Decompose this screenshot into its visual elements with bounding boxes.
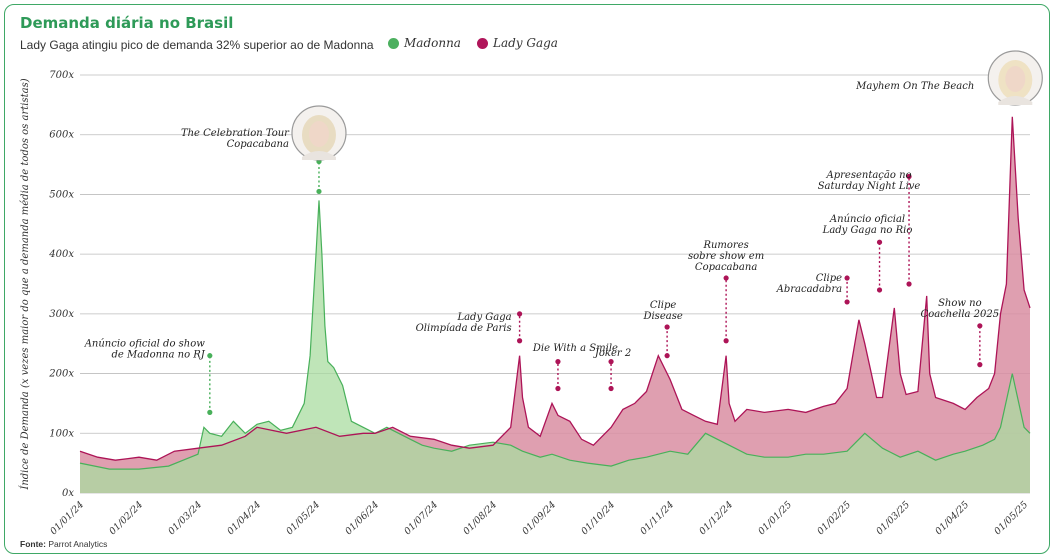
lady-gaga-avatar-icon-shoulders (998, 96, 1033, 105)
legend-item-lady-gaga: Lady Gaga (476, 36, 558, 50)
annotation-label: Apresentação no (826, 170, 912, 181)
x-tick-label: 01/08/24 (461, 499, 499, 537)
x-tick-label: 01/06/24 (343, 499, 381, 537)
source-label: Fonte: (20, 539, 46, 549)
annotation-label: Clipe (816, 273, 842, 284)
x-tick-label: 01/04/25 (933, 499, 971, 537)
annotation-dot (906, 281, 912, 287)
chart-title: Demanda diária no Brasil (20, 14, 234, 32)
annotation-dot (516, 311, 523, 317)
annotation-label: Copacabana (227, 139, 289, 150)
annotation-label: Coachella 2025 (921, 309, 1000, 320)
y-tick-label: 700x (49, 70, 74, 81)
y-tick-label: 300x (49, 309, 74, 320)
annotation-dot (723, 275, 729, 281)
annotation-label: The Celebration Tour (181, 128, 290, 139)
x-tick-label: 01/01/24 (48, 499, 86, 537)
annotation-dot (207, 353, 213, 359)
madonna-avatar-icon (291, 105, 347, 161)
x-tick-label: 01/02/24 (107, 499, 145, 537)
x-tick-label: 01/07/24 (402, 499, 440, 537)
annotation-label: Copacabana (695, 262, 757, 273)
annotation-dot (977, 362, 983, 368)
x-tick-label: 01/02/25 (815, 499, 853, 537)
madonna-avatar-icon-shoulders (301, 151, 336, 160)
annotation-dot (516, 338, 523, 344)
annotation-label: Mayhem On The Beach (855, 81, 974, 92)
x-tick-label: 01/04/24 (225, 499, 263, 537)
legend-swatch-madonna (388, 37, 399, 49)
annotation-label: Abracadabra (776, 284, 842, 295)
annotation-dot (555, 385, 561, 392)
lady-gaga-line (79, 116, 1031, 461)
lady-gaga-avatar-icon-face (1005, 66, 1026, 92)
x-tick-label: 01/09/24 (520, 499, 558, 537)
source-note: Fonte: Parrot Analytics (20, 539, 107, 549)
x-tick-label: 01/01/25 (756, 499, 794, 537)
chart-frame (4, 4, 1050, 554)
y-tick-label: 0x (62, 488, 74, 499)
annotation-dot (723, 338, 729, 344)
madonna-area (80, 200, 1030, 493)
x-tick-label: 01/03/25 (874, 499, 912, 537)
annotation-label: Show no (938, 298, 982, 309)
annotation-label: Die With a Smile (532, 343, 618, 354)
x-tick-label: 01/11/24 (638, 499, 676, 537)
annotation-dot (664, 324, 670, 330)
chart-subtitle: Lady Gaga atingiu pico de demanda 32% su… (20, 38, 374, 52)
annotation-dot (876, 239, 883, 245)
x-tick-label: 01/10/24 (579, 499, 617, 537)
annotation-label: Lady Gaga no Rio (822, 225, 913, 236)
y-axis-label: Índice de Demanda (x vezes maior do que … (19, 78, 31, 490)
annotation-dot (555, 359, 561, 365)
annotation-dot (316, 188, 322, 195)
annotation-label: Anúncio oficial do show (84, 339, 206, 350)
legend-swatch-lady-gaga (476, 37, 488, 49)
lady-gaga-avatar-icon (987, 50, 1043, 106)
x-tick-label: 01/05/24 (284, 499, 322, 537)
legend-item-madonna: Madonna (388, 36, 461, 50)
annotation-label: Saturday Night Live (818, 181, 921, 192)
annotation-dot (844, 275, 850, 281)
annotation-dot (207, 409, 213, 415)
annotation-label: Lady Gaga (456, 312, 511, 323)
madonna-line (79, 200, 1031, 470)
source-value: Parrot Analytics (48, 539, 108, 549)
y-tick-label: 500x (49, 189, 74, 200)
legend: Madonna Lady Gaga (388, 36, 558, 50)
annotation-label: Clipe (650, 300, 676, 311)
madonna-avatar-icon-face (308, 121, 329, 147)
annotation-dot (664, 353, 670, 359)
y-tick-label: 200x (48, 369, 74, 380)
legend-label-madonna: Madonna (404, 36, 461, 50)
annotation-label: Rumores (702, 240, 748, 251)
annotation-label: sobre show em (688, 251, 764, 262)
annotation-dot (876, 287, 883, 293)
legend-label-lady-gaga: Lady Gaga (492, 36, 558, 50)
x-tick-label: 01/03/24 (166, 499, 204, 537)
y-tick-label: 600x (49, 130, 74, 141)
x-tick-label: 01/12/24 (697, 499, 735, 537)
y-tick-label: 400x (48, 249, 74, 260)
x-tick-label: 01/05/25 (992, 499, 1030, 537)
annotation-dot (906, 173, 912, 180)
annotation-label: Anúncio oficial (829, 214, 905, 225)
annotation-label: Disease (642, 311, 682, 322)
lady-gaga-area (80, 116, 1030, 494)
y-tick-label: 100x (49, 428, 74, 439)
annotation-label: Joker 2 (593, 348, 631, 359)
annotation-dot (977, 323, 983, 329)
annotation-dot (844, 299, 850, 305)
annotation-label: Olimpíada de Paris (416, 323, 512, 334)
annotation-dot (608, 359, 614, 365)
annotation-dot (608, 385, 614, 392)
annotation-label: de Madonna no RJ (111, 350, 205, 361)
